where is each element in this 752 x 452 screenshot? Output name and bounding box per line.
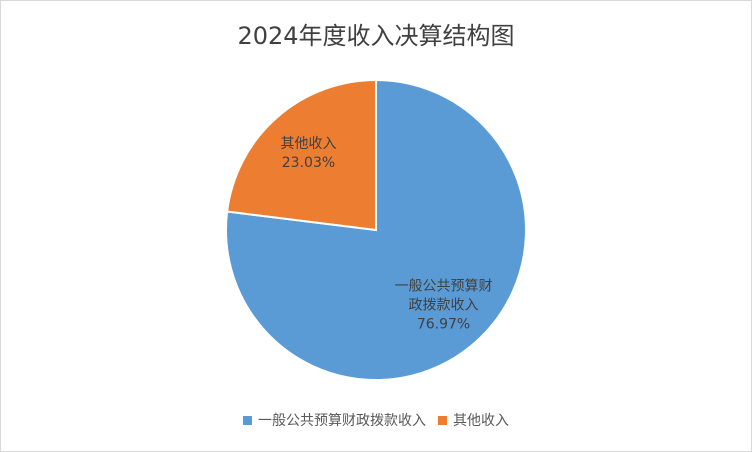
data-label-name: 其他收入 <box>280 135 337 152</box>
legend-label: 其他收入 <box>453 413 509 429</box>
legend-label: 一般公共预算财政拨款收入 <box>258 413 426 429</box>
legend-item: 其他收入 <box>438 410 509 430</box>
legend-swatch <box>243 415 252 425</box>
pie-slice <box>226 78 377 232</box>
data-label-value: 23.03% <box>281 154 336 171</box>
pie-slice <box>225 78 527 381</box>
legend-item: 一般公共预算财政拨款收入 <box>243 410 426 430</box>
legend: 一般公共预算财政拨款收入 其他收入 <box>0 410 752 430</box>
data-label-name: 一般公共预算财政拨款收入 <box>394 278 493 314</box>
data-label: 一般公共预算财政拨款收入 76.97% <box>394 278 494 335</box>
data-label: 其他收入 23.03% <box>263 135 353 173</box>
chart-title: 2024年度收入决算结构图 <box>237 22 515 50</box>
data-label-value: 76.97% <box>416 316 471 333</box>
legend-swatch <box>438 415 447 425</box>
